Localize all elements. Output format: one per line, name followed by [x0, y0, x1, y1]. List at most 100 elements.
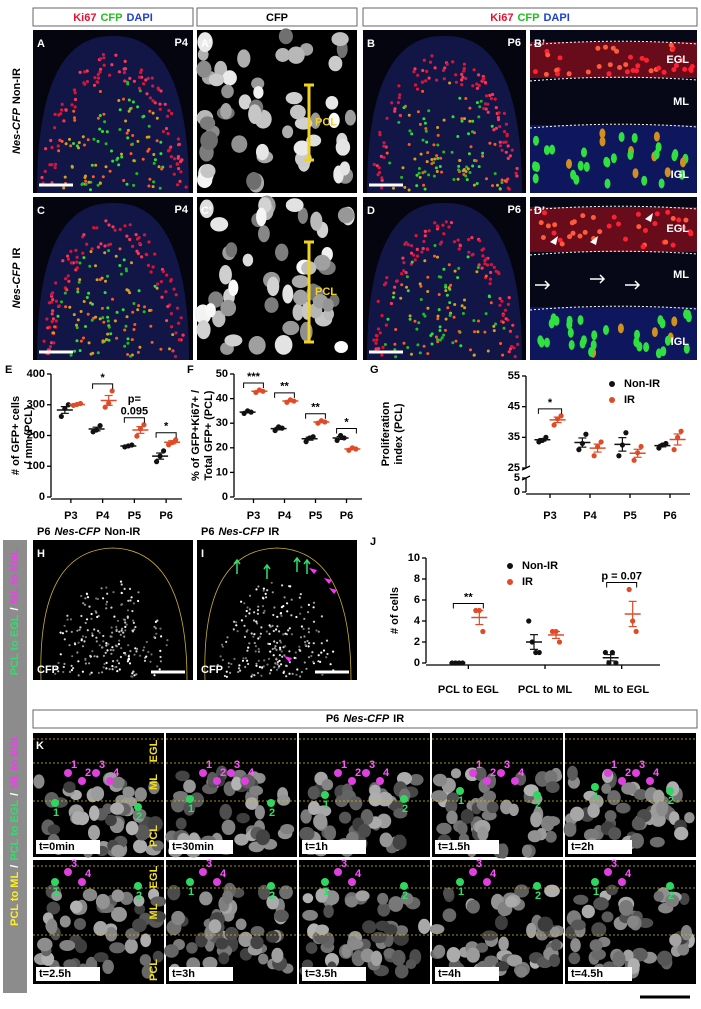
cell — [503, 308, 507, 312]
cell — [434, 335, 438, 339]
significance-label: ** — [280, 381, 289, 393]
cell-label: 2 — [535, 890, 541, 902]
cell — [81, 251, 85, 255]
x-tick-label: PCL to EGL — [438, 684, 499, 696]
cell-label: 2 — [402, 803, 408, 815]
cell — [128, 76, 132, 80]
cell — [568, 952, 581, 965]
cell — [607, 62, 613, 68]
cell — [145, 135, 149, 139]
y-axis-label: % of GFP+Ki67+ / — [190, 390, 202, 481]
cell — [415, 173, 419, 177]
cell — [339, 161, 351, 176]
cell — [199, 199, 214, 219]
cell — [419, 152, 423, 156]
cell — [91, 634, 94, 637]
cell — [460, 808, 474, 824]
tracked-cell — [106, 777, 114, 785]
cell — [119, 633, 122, 636]
cell — [278, 654, 281, 657]
tracked-cell — [64, 769, 72, 777]
cell — [500, 181, 504, 185]
cell — [145, 92, 149, 96]
cell — [286, 610, 289, 613]
cell — [279, 646, 282, 649]
cell — [637, 917, 654, 929]
cell — [76, 651, 79, 654]
cell — [676, 217, 682, 223]
cell — [468, 171, 472, 174]
cell — [477, 73, 481, 77]
cell — [238, 931, 253, 948]
zone-label: IGL — [671, 169, 690, 181]
time-box — [435, 840, 499, 854]
y-tick-label: 10 — [216, 466, 228, 478]
cell — [122, 67, 126, 71]
cell — [79, 310, 83, 313]
cell — [150, 653, 153, 656]
cell — [202, 956, 218, 970]
cell — [111, 646, 114, 649]
cell — [421, 80, 425, 84]
cell — [380, 353, 384, 357]
cell — [248, 594, 252, 597]
cell — [165, 114, 170, 118]
cell — [233, 620, 236, 623]
cell — [175, 817, 187, 830]
cell — [380, 314, 384, 318]
cell — [337, 207, 355, 224]
cell — [166, 304, 170, 309]
cell — [216, 663, 219, 667]
cell — [498, 144, 502, 148]
cell — [83, 640, 86, 643]
cell — [488, 277, 492, 281]
cell — [276, 660, 280, 664]
cell — [160, 635, 163, 638]
cell — [265, 930, 280, 943]
cell — [169, 164, 173, 169]
cell — [270, 581, 273, 584]
cell — [276, 641, 279, 644]
cell — [111, 159, 115, 163]
cell — [643, 342, 650, 353]
cell — [246, 649, 249, 652]
cell — [496, 116, 500, 120]
cell — [275, 628, 278, 631]
cell-label: 3 — [504, 759, 510, 771]
cell — [436, 143, 440, 147]
cell — [75, 255, 79, 259]
cell — [281, 655, 284, 658]
cell — [491, 184, 494, 188]
cell — [59, 653, 62, 656]
cell — [322, 649, 326, 652]
tracked-cell — [92, 769, 100, 777]
cell — [680, 157, 686, 168]
cell — [430, 332, 434, 336]
tracked-cell — [267, 799, 275, 807]
cell — [102, 597, 105, 600]
cell — [413, 157, 417, 161]
cell — [677, 943, 690, 956]
cell — [279, 885, 293, 900]
cell — [279, 641, 282, 644]
cell — [370, 950, 383, 967]
cell — [402, 261, 406, 265]
cell — [611, 214, 617, 220]
cell — [264, 297, 279, 313]
cell — [48, 345, 53, 349]
cell — [107, 338, 111, 342]
x-tick-label: P6 — [159, 510, 172, 522]
cell — [96, 139, 100, 143]
cell — [670, 216, 676, 221]
cell — [133, 839, 148, 854]
cell — [567, 765, 578, 781]
cell — [121, 627, 124, 630]
cell — [147, 240, 151, 244]
tracked-cell — [64, 868, 72, 876]
cell — [173, 354, 178, 359]
stain-label: CFP — [37, 664, 59, 676]
cell — [74, 248, 78, 252]
cell — [444, 289, 448, 293]
cell — [243, 602, 246, 605]
cell — [345, 896, 358, 908]
